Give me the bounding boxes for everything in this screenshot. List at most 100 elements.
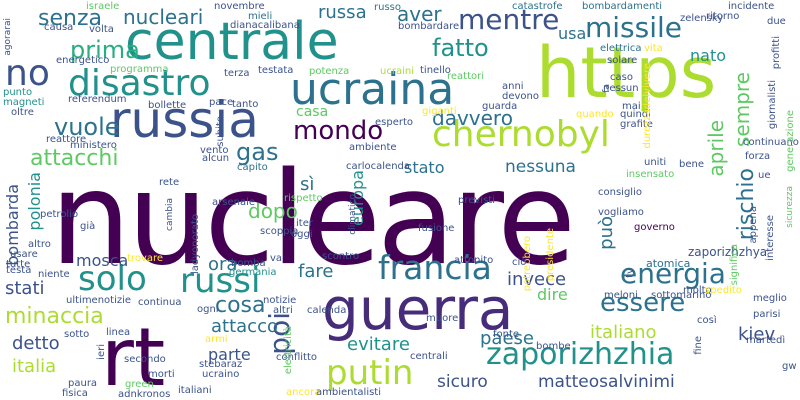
word: green — [125, 379, 154, 390]
word: alcun — [202, 153, 230, 164]
word: secondo — [124, 354, 166, 365]
word: fisica — [62, 388, 88, 399]
word: parisi — [753, 309, 781, 320]
word: elettrica — [600, 43, 642, 54]
word: fonte — [493, 329, 520, 340]
word: stebaraz — [199, 359, 243, 370]
word: magneti — [3, 97, 45, 108]
word: esperto — [375, 117, 414, 128]
word: rispetto — [284, 193, 323, 204]
word: significa — [729, 244, 740, 286]
word: fatto — [432, 34, 489, 62]
word: mosca — [76, 251, 129, 270]
word: parte — [208, 345, 251, 364]
word: arsenale — [212, 197, 255, 208]
word: solare — [607, 55, 638, 66]
word: mondo — [293, 116, 384, 146]
word: molto — [683, 285, 712, 296]
word: stato — [404, 158, 445, 177]
word: petrolio — [40, 209, 79, 220]
word: continua — [138, 297, 182, 308]
word: profitti — [771, 36, 782, 70]
word: scoppia — [260, 226, 299, 237]
word: novembre — [214, 1, 265, 12]
word: niente — [38, 269, 70, 280]
word: altro — [28, 239, 51, 250]
word: fine — [693, 336, 704, 355]
word: aprile — [704, 120, 728, 177]
word: tv — [625, 268, 636, 278]
word: uniti — [644, 157, 667, 168]
word: nucleari — [123, 5, 204, 29]
word: sempre — [730, 72, 754, 147]
word: disastro — [68, 63, 211, 104]
word: no — [5, 53, 50, 94]
word: italiani — [178, 385, 212, 396]
word: missile — [585, 11, 683, 44]
word: pace — [209, 97, 234, 108]
word: subito — [215, 116, 226, 147]
word: energia — [620, 257, 726, 290]
word: oggi — [291, 229, 313, 240]
word: ogni — [197, 304, 219, 315]
word: causa — [44, 22, 74, 33]
word: russa — [318, 2, 367, 23]
word: israele — [86, 1, 120, 12]
word: mentre — [458, 3, 560, 36]
word: meglio — [753, 293, 787, 304]
word: https — [536, 32, 717, 114]
word: detto — [12, 333, 60, 354]
word: gw — [782, 361, 797, 372]
word: usare — [10, 249, 38, 260]
word: usa — [558, 24, 587, 43]
word: grafite — [620, 119, 653, 130]
word: stati — [5, 278, 45, 299]
word: francia — [378, 248, 492, 287]
word: russi — [180, 261, 261, 301]
word: vento — [200, 145, 229, 156]
word: ambiente — [349, 142, 397, 153]
word: prima — [70, 36, 140, 64]
word: solo — [78, 259, 147, 299]
word: fusione — [418, 223, 455, 234]
word: testa — [6, 265, 32, 276]
word: devono — [502, 91, 539, 102]
word: caso — [610, 72, 633, 83]
word: cosa — [215, 293, 266, 318]
word: zaporizhzhya — [688, 245, 768, 259]
word: italia — [12, 356, 57, 377]
word: climatico — [348, 194, 358, 235]
word: putin — [326, 353, 414, 393]
word: ritorno — [706, 11, 740, 22]
word: interesse — [765, 215, 776, 261]
word: bollette — [148, 100, 187, 111]
word: giornalisti — [767, 80, 778, 130]
word: russo — [374, 2, 401, 13]
word: reattori — [447, 71, 485, 82]
word: bomba — [231, 258, 266, 269]
word: rt — [101, 311, 166, 400]
word: carlocalenda — [346, 161, 411, 172]
word: giganti — [422, 106, 457, 117]
word: ultimenotizie — [66, 295, 132, 306]
word: va — [270, 253, 283, 264]
word: capito — [237, 162, 268, 173]
word: polonia — [25, 172, 44, 231]
word: testata — [258, 65, 294, 76]
word: ministero — [70, 140, 117, 151]
word: sicurezza — [785, 186, 795, 228]
word: ucraino — [202, 369, 240, 380]
word: cambia — [165, 198, 175, 231]
word: mieli — [248, 11, 273, 22]
word: vogliamo — [598, 207, 644, 218]
word: iter — [296, 218, 313, 229]
word: anni — [502, 81, 524, 92]
word: volta — [89, 24, 114, 35]
word: nessuna — [505, 157, 576, 177]
word: martedì — [746, 335, 786, 346]
word: essere — [600, 288, 686, 318]
word: ucraini — [380, 66, 414, 77]
word: ucraina — [290, 64, 455, 115]
word: spedito — [705, 285, 742, 296]
word: casa — [296, 104, 329, 120]
